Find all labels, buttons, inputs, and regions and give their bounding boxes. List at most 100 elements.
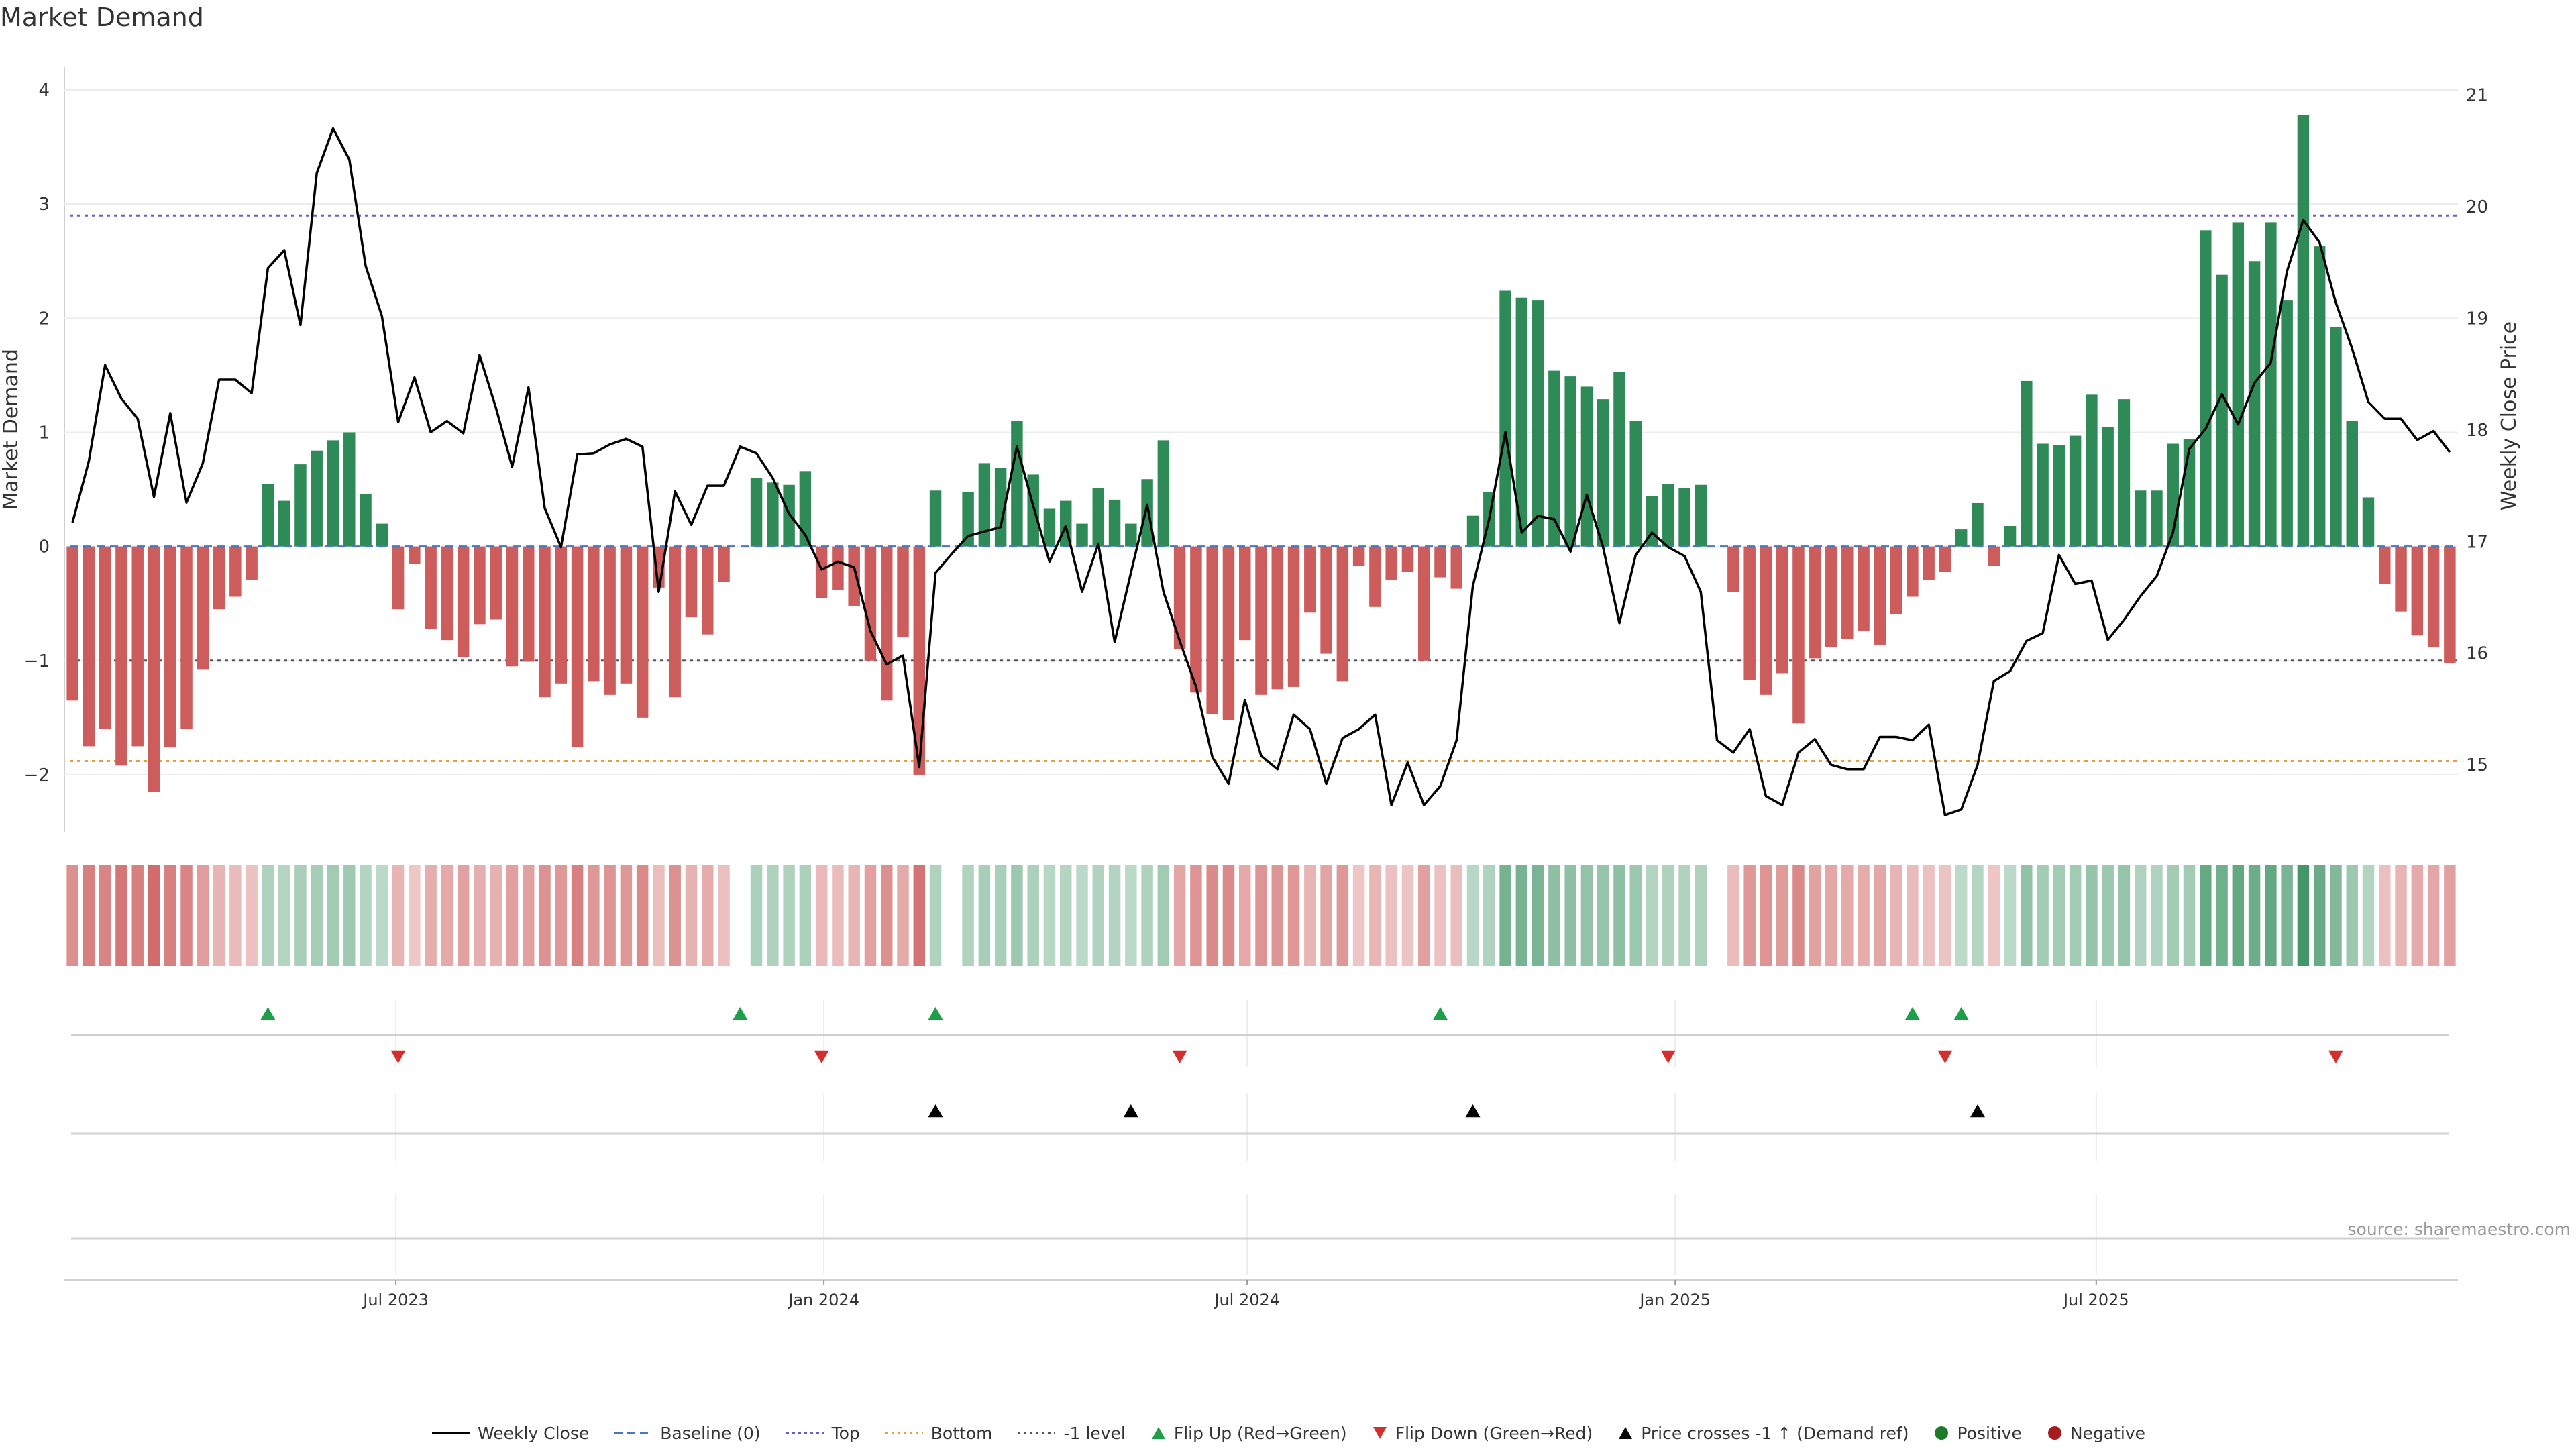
demand-bar	[311, 450, 323, 547]
demand-bar	[1206, 546, 1218, 714]
flip-up-marker	[260, 1007, 276, 1020]
heat-cell	[539, 865, 551, 966]
heat-cell	[1776, 865, 1788, 966]
demand-bar	[571, 546, 584, 748]
demand-bar	[2200, 230, 2212, 547]
demand-bar	[474, 546, 486, 625]
heat-cell	[2053, 865, 2065, 966]
demand-bar	[1629, 421, 1642, 547]
heat-cell	[1792, 865, 1805, 966]
flip-down-marker	[1660, 1050, 1676, 1063]
heat-cell	[848, 865, 860, 966]
demand-bar	[1613, 372, 1625, 547]
heat-cell	[2346, 865, 2358, 966]
legend-swatch-close	[431, 1432, 470, 1434]
demand-bar	[2248, 261, 2261, 547]
legend-label: Top	[831, 1423, 860, 1443]
demand-bar	[848, 546, 860, 606]
demand-bar	[1923, 546, 1935, 580]
demand-bar	[1434, 546, 1446, 578]
demand-bar	[913, 546, 926, 775]
heat-cell	[1125, 865, 1137, 966]
demand-bar	[1369, 546, 1381, 607]
heat-cell	[1434, 865, 1446, 966]
heat-cell	[571, 865, 584, 966]
demand-bar	[2102, 426, 2114, 547]
flip-down-marker	[814, 1050, 829, 1063]
flip-up-marker	[1432, 1007, 1448, 1020]
flip-up-marker	[1953, 1007, 1969, 1020]
legend-swatch-bottom	[885, 1432, 923, 1434]
heat-cell	[1597, 865, 1609, 966]
heat-cell	[1955, 865, 1968, 966]
demand-bar	[278, 500, 290, 547]
demand-bar	[66, 546, 78, 701]
heat-cell	[180, 865, 193, 966]
heat-cell	[1320, 865, 1332, 966]
heat-cell	[1972, 865, 1984, 966]
demand-bar	[1352, 546, 1365, 566]
demand-bar	[1125, 523, 1137, 547]
demand-bar	[962, 491, 974, 547]
demand-bar	[702, 546, 714, 635]
heat-cell	[1727, 865, 1739, 966]
heat-cell	[653, 865, 665, 966]
demand-bar	[1320, 546, 1332, 654]
heat-cell	[1988, 865, 2000, 966]
demand-bar	[2281, 300, 2293, 547]
demand-bar	[685, 546, 698, 618]
demand-bar	[2444, 546, 2456, 663]
legend-swatch-cross	[1619, 1427, 1633, 1439]
legend-swatch-shape	[1619, 1427, 1633, 1439]
y2-tick-label: 20	[2466, 197, 2488, 217]
demand-bar	[1532, 300, 1544, 547]
demand-bar	[2183, 439, 2196, 547]
legend-swatch-negative	[2047, 1426, 2061, 1440]
heat-cell	[1222, 865, 1235, 966]
legend-label: Price crosses -1 ↑ (Demand ref)	[1641, 1423, 1909, 1443]
heat-cell	[1385, 865, 1397, 966]
heat-cell	[2200, 865, 2212, 966]
heat-cell	[1548, 865, 1560, 966]
demand-bar	[1141, 479, 1153, 547]
legend-swatch-shape	[1373, 1427, 1387, 1439]
heat-cell	[1011, 865, 1023, 966]
y-axis-title: Market Demand	[0, 349, 23, 510]
demand-bar	[2346, 421, 2358, 547]
heat-cell	[2313, 865, 2326, 966]
legend-swatch-level	[1018, 1432, 1056, 1434]
legend-item-flip_down: Flip Down (Green→Red)	[1371, 1424, 1593, 1443]
demand-bar	[2265, 222, 2277, 547]
demand-bar	[2004, 526, 2017, 547]
legend-item-baseline: Baseline (0)	[613, 1424, 761, 1443]
demand-bar	[490, 546, 502, 620]
demand-bar	[1043, 508, 1056, 547]
heat-cell	[2411, 865, 2424, 966]
demand-bar	[2427, 546, 2440, 647]
demand-bar	[636, 546, 649, 718]
demand-bar	[409, 546, 421, 564]
heat-cell	[2265, 865, 2277, 966]
heat-cell	[1695, 865, 1707, 966]
heat-cell	[881, 865, 893, 966]
heat-cell	[767, 865, 779, 966]
heat-cell	[1646, 865, 1658, 966]
demand-bar	[2069, 435, 2082, 547]
heat-cell	[1271, 865, 1284, 966]
heat-cell	[864, 865, 877, 966]
heat-cell	[441, 865, 453, 966]
legend-item-flip_up: Flip Up (Red→Green)	[1150, 1424, 1347, 1443]
demand-bar	[1890, 546, 1902, 614]
demand-bar	[1695, 484, 1707, 547]
heat-cell	[2297, 865, 2310, 966]
heat-cell	[457, 865, 470, 966]
demand-bar	[2118, 399, 2131, 547]
demand-bar	[506, 546, 519, 667]
demand-bar	[1597, 399, 1609, 547]
heat-cell	[1173, 865, 1186, 966]
demand-bar	[441, 546, 453, 641]
heat-cell	[2151, 865, 2163, 966]
demand-bar	[1092, 488, 1105, 547]
source-note: source: sharemaestro.com	[2347, 1220, 2571, 1239]
demand-bar	[1858, 546, 1870, 631]
